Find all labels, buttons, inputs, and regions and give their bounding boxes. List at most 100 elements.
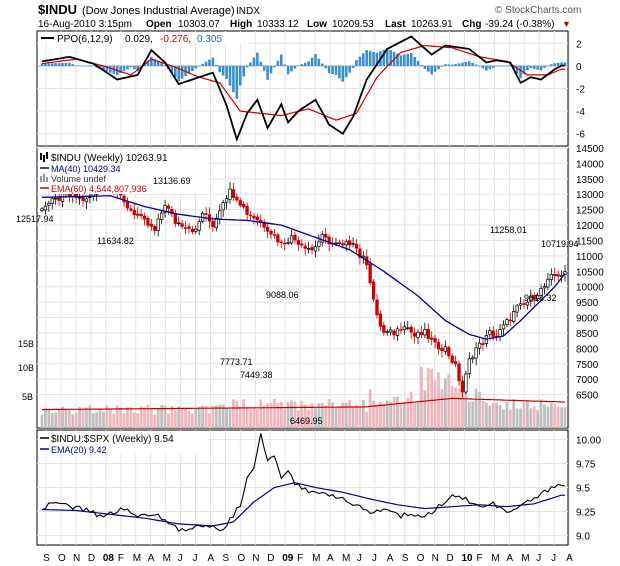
x-axis-label: N xyxy=(73,553,80,564)
volume-bar xyxy=(57,409,61,428)
candle-body xyxy=(341,243,345,246)
x-axis-label: D xyxy=(267,553,274,564)
ppo-histogram-bar xyxy=(543,65,546,68)
candle-body xyxy=(382,325,386,333)
ppo-histogram-bar xyxy=(498,65,502,67)
ppo-histogram-bar xyxy=(78,65,81,67)
last-value: 10263.91 xyxy=(411,19,453,30)
volume-bar xyxy=(348,400,352,428)
volume-bar xyxy=(225,407,228,428)
ppo-histogram-bar xyxy=(365,50,369,66)
x-axis-label: S xyxy=(222,553,229,564)
volume-bar xyxy=(286,402,290,428)
candle-body xyxy=(337,242,342,245)
candle-body xyxy=(556,274,560,277)
volume-bar xyxy=(351,407,355,428)
candle-body xyxy=(177,222,181,225)
volume-bar xyxy=(132,412,136,428)
ppo-histogram-bar xyxy=(132,65,136,70)
candle-body xyxy=(525,301,530,306)
ppo-histogram-bar xyxy=(375,52,379,66)
ratio-tick-label: 10.00 xyxy=(576,436,601,447)
volume-bar xyxy=(153,414,157,428)
ppo-tick-label: -4 xyxy=(576,107,585,118)
candle-body xyxy=(488,330,492,335)
volume-label-5b: 5B xyxy=(22,392,33,402)
ppo-histogram-bar xyxy=(307,61,310,66)
x-axis-label: J xyxy=(551,553,556,564)
volume-bar xyxy=(177,406,181,428)
ppo-histogram-bar xyxy=(327,65,331,74)
candle-body xyxy=(389,329,393,333)
x-axis-label: F xyxy=(118,553,124,564)
ppo-histogram-bar xyxy=(64,62,68,66)
x-axis-label: M xyxy=(491,553,499,564)
candle-body xyxy=(491,330,495,337)
volume-bar xyxy=(365,411,369,428)
annotation-9088-06: 9088.06 xyxy=(266,290,299,300)
volume-bar xyxy=(440,389,444,428)
x-axis-label: O xyxy=(417,553,425,564)
high-value: 10333.12 xyxy=(257,19,299,30)
volume-bar xyxy=(495,402,499,428)
ppo-histogram-bar xyxy=(218,65,222,73)
chg-value: -39.24 (-0.38%) xyxy=(485,19,554,30)
ppo-histogram-bar xyxy=(71,64,75,66)
price-tick-label: 9000 xyxy=(576,314,599,325)
ppo-histogram-bar xyxy=(529,65,533,69)
x-axis-label: 10 xyxy=(462,553,474,564)
ppo-histogram-bar xyxy=(163,64,167,66)
ppo-histogram-bar xyxy=(389,50,392,66)
volume-bar xyxy=(392,396,396,428)
volume-bar xyxy=(170,406,174,428)
candle-body xyxy=(313,246,318,252)
volume-bar xyxy=(245,407,249,428)
volume-bar xyxy=(211,406,215,428)
candle-body xyxy=(474,347,478,359)
candle-body xyxy=(139,213,143,216)
price-tick-label: 12000 xyxy=(576,221,604,232)
volume-bar xyxy=(549,403,553,428)
volume-bar xyxy=(556,406,560,428)
ppo-histogram-bar xyxy=(409,52,413,66)
candle-body xyxy=(81,196,85,201)
volume-bar xyxy=(402,401,406,428)
candle-body xyxy=(375,299,379,316)
volume-bar xyxy=(115,405,119,428)
ppo-tick-label: -2 xyxy=(576,85,585,96)
ppo-histogram-bar xyxy=(444,64,447,66)
candle-body xyxy=(460,380,465,393)
ppo-histogram-bar xyxy=(396,53,399,66)
ppo-histogram-bar xyxy=(358,56,362,66)
volume-bar xyxy=(98,409,102,428)
ppo-histogram-bar xyxy=(341,65,345,82)
volume-bar xyxy=(560,407,563,428)
ppo-histogram-bar xyxy=(539,65,543,71)
candle-body xyxy=(163,205,167,213)
x-axis-label: A xyxy=(506,553,513,564)
volume-bar xyxy=(344,403,348,428)
ppo-histogram-bar xyxy=(461,62,464,66)
volume-bar xyxy=(317,403,321,428)
ppo-histogram-bar xyxy=(194,65,198,69)
candle-body xyxy=(173,213,177,224)
candle-body xyxy=(563,271,567,275)
volume-bar xyxy=(331,402,334,428)
price-tick-label: 14500 xyxy=(576,144,604,155)
ppo-histogram-bar xyxy=(290,65,293,72)
candle-body xyxy=(269,230,273,235)
candle-body xyxy=(242,203,246,208)
x-axis-label: M xyxy=(163,553,171,564)
ppo-histogram-bar xyxy=(160,62,163,66)
annotation-13136-69: 13136.69 xyxy=(153,176,191,186)
ratio-legend-ema: EMA(20) 9.42 xyxy=(51,445,107,455)
candle-body xyxy=(279,241,283,244)
last-label: Last xyxy=(385,19,406,30)
exchange: INDX xyxy=(236,6,260,17)
ppo-line xyxy=(41,35,565,142)
ppo-histogram-bar xyxy=(256,52,259,66)
ppo-histogram-bar xyxy=(355,59,358,66)
volume-bar xyxy=(67,410,71,428)
candle-body xyxy=(265,226,270,232)
candle-body xyxy=(255,216,260,221)
